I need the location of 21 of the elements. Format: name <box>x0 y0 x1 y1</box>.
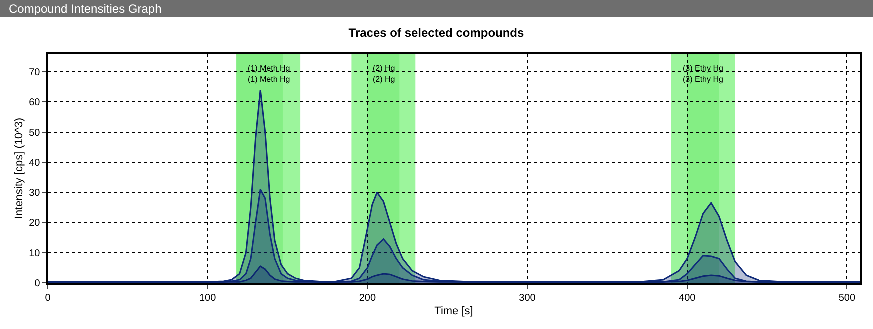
y-tick-label: 30 <box>29 188 41 200</box>
y-axis-title: Intensity [cps] (10^3) <box>13 118 26 220</box>
y-tick-label: 10 <box>29 248 41 260</box>
x-tick-label: 0 <box>45 292 52 304</box>
x-tick-label: 500 <box>838 292 856 304</box>
y-tick-label: 60 <box>29 98 41 109</box>
y-tick-label: 50 <box>29 128 41 139</box>
band-label: (3) Ethy Hg <box>683 75 724 84</box>
x-tick-label: 300 <box>519 292 536 304</box>
text: Compound Intensities Graph <box>9 2 162 16</box>
band-label: (2) Hg <box>373 75 396 84</box>
chart-title: Traces of selected compounds <box>348 26 525 40</box>
x-tick-label: 200 <box>359 292 376 304</box>
y-tick-label: 20 <box>29 218 41 230</box>
y-tick-label: 70 <box>29 68 41 79</box>
band-label: (1) Meth Hg <box>248 75 290 84</box>
y-tick-label: 0 <box>34 278 41 290</box>
y-tick-label: 40 <box>29 158 41 169</box>
x-tick-label: 400 <box>679 292 696 304</box>
x-axis-title: Time [s] <box>434 305 474 318</box>
x-tick-label: 100 <box>199 292 217 304</box>
